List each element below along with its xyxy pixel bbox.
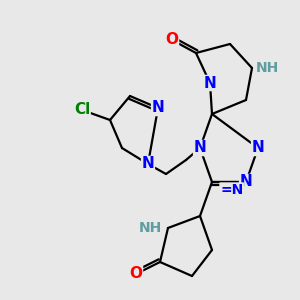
Text: NH: NH <box>139 221 162 235</box>
Text: N: N <box>194 140 206 155</box>
Text: O: O <box>130 266 142 281</box>
Text: N: N <box>252 140 264 155</box>
Text: NH: NH <box>256 61 279 75</box>
Text: N: N <box>152 100 164 116</box>
Text: O: O <box>166 32 178 47</box>
Text: N: N <box>142 157 154 172</box>
Text: N: N <box>240 175 252 190</box>
Text: =N: =N <box>220 183 243 197</box>
Text: N: N <box>204 76 216 91</box>
Text: Cl: Cl <box>74 103 90 118</box>
